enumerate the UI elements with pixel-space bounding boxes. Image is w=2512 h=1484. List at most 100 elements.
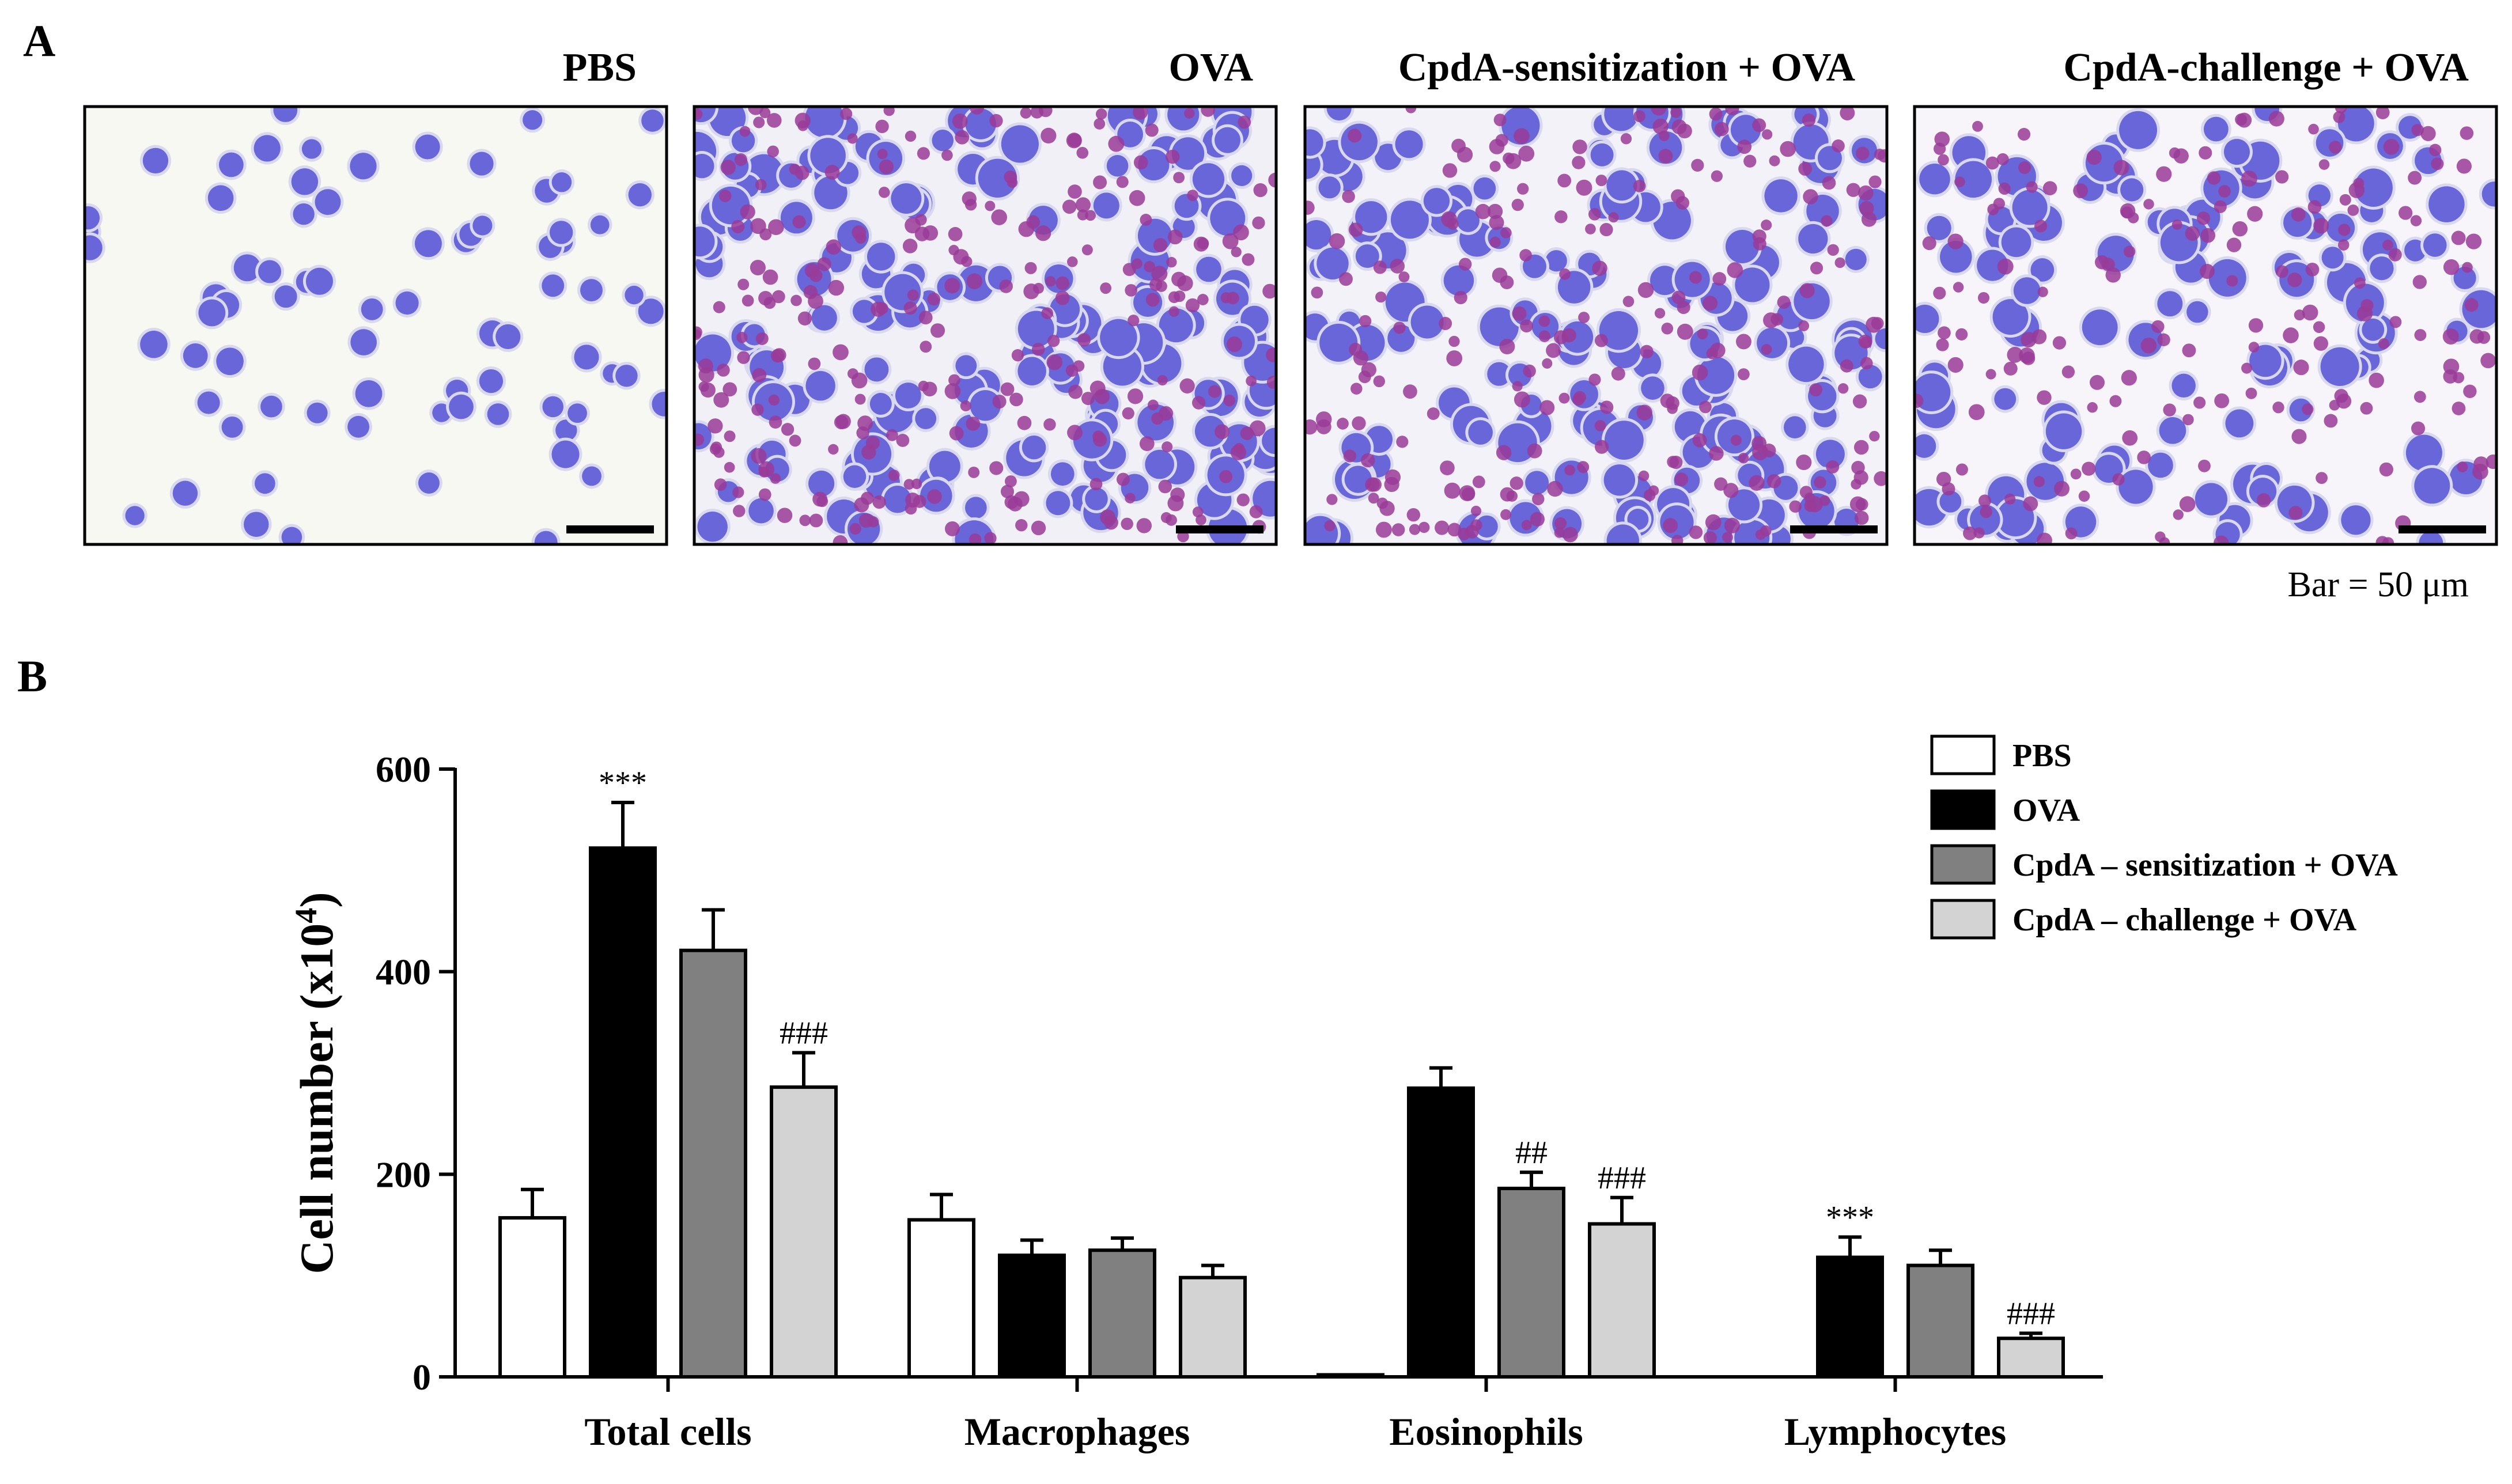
cell-eosinophil: [1136, 518, 1152, 533]
cell-nucleus: [638, 298, 664, 324]
cell-eosinophil: [1703, 296, 1718, 311]
cell-nucleus: [1215, 127, 1240, 153]
cell-eosinophil: [1144, 261, 1155, 272]
cell-eosinophil: [2042, 181, 2057, 195]
cell-eosinophil: [1558, 392, 1570, 404]
cell-eosinophil: [1546, 343, 1561, 358]
cell-eosinophil: [1139, 436, 1155, 452]
cell-eosinophil: [1809, 383, 1823, 397]
cell-nucleus: [1117, 121, 1143, 147]
cell-eosinophil: [1020, 107, 1032, 119]
cell-eosinophil: [1493, 113, 1507, 127]
cell-nucleus: [1319, 323, 1358, 362]
cell-nucleus: [555, 419, 577, 441]
cell-nucleus: [811, 305, 837, 331]
cell-eosinophil: [718, 190, 732, 202]
cell-eosinophil: [1855, 146, 1870, 160]
cell-eosinophil: [1557, 173, 1572, 188]
cell-eosinophil: [2443, 259, 2460, 275]
cell-eosinophil: [2248, 342, 2260, 353]
bar: [1407, 1086, 1475, 1379]
cell-eosinophil: [1692, 364, 1708, 381]
cell-eosinophil: [1196, 514, 1206, 525]
cell-eosinophil: [1980, 505, 1992, 518]
cell-nucleus: [895, 383, 921, 408]
cell-nucleus: [418, 472, 440, 494]
cell-nucleus: [1915, 373, 1951, 411]
cell-eosinophil: [1316, 411, 1332, 427]
cell-eosinophil: [2451, 230, 2466, 245]
micrograph-cpda-challenge-frame: [1913, 105, 2498, 546]
cell-eosinophil: [1753, 237, 1766, 251]
cell-eosinophil: [1648, 485, 1659, 496]
cell-nucleus: [869, 393, 892, 415]
cell-eosinophil: [1435, 520, 1450, 535]
micrograph-title-cpda-sensitization: CpdA-sensitization + OVA: [1398, 46, 1856, 90]
bar: [679, 948, 747, 1379]
cell-eosinophil: [1442, 163, 1458, 178]
cell-eosinophil: [1391, 523, 1405, 536]
cell-eosinophil: [1368, 493, 1379, 504]
cell-eosinophil: [1722, 532, 1733, 543]
cell-nucleus: [315, 189, 341, 215]
cell-eosinophil: [2196, 211, 2211, 225]
cell-eosinophil: [1015, 519, 1028, 532]
cell-eosinophil: [713, 392, 729, 408]
micrograph-pbs-frame: [83, 105, 668, 546]
cell-eosinophil: [2288, 506, 2303, 520]
cell-eosinophil: [2431, 157, 2444, 171]
cell-eosinophil: [1518, 145, 1535, 162]
cell-eosinophil: [1699, 400, 1712, 414]
cell-nucleus: [652, 392, 667, 417]
cell-nucleus: [198, 299, 226, 327]
cell-nucleus: [1996, 499, 2034, 537]
cell-eosinophil: [1065, 364, 1079, 377]
cell-nucleus: [1604, 421, 1644, 460]
cell-eosinophil: [1249, 420, 1266, 437]
cell-nucleus: [479, 369, 504, 393]
cell-nucleus: [1545, 250, 1567, 272]
cell-eosinophil: [2004, 493, 2016, 505]
cell-eosinophil: [1934, 131, 1950, 147]
cell-nucleus: [2148, 452, 2173, 478]
cell-eosinophil: [1562, 328, 1576, 343]
cell-eosinophil: [1215, 424, 1229, 440]
cell-eosinophil: [2247, 206, 2263, 222]
cell-eosinophil: [1922, 236, 1936, 251]
legend-swatch: [1930, 899, 1996, 940]
cell-nucleus: [207, 185, 234, 211]
cell-eosinophil: [2003, 361, 2018, 376]
cell-eosinophil: [875, 119, 889, 134]
cell-eosinophil: [861, 445, 876, 460]
cell-nucleus: [2001, 227, 2031, 258]
cell-eosinophil: [2245, 387, 2257, 399]
cell-eosinophil: [1973, 527, 1985, 539]
cell-eosinophil: [1311, 286, 1323, 299]
cell-nucleus: [864, 357, 889, 382]
cell-eosinophil: [1714, 122, 1729, 137]
y-axis-title: Cell number (x104): [289, 892, 343, 1274]
cell-eosinophil: [2207, 171, 2221, 185]
cell-eosinophil: [1089, 380, 1106, 396]
cell-eosinophil: [1266, 376, 1276, 389]
cell-eosinophil: [989, 113, 1003, 128]
cell-eosinophil: [1132, 258, 1142, 269]
cell-nucleus: [1171, 137, 1205, 170]
cell-nucleus: [1650, 266, 1679, 296]
cell-eosinophil: [1777, 296, 1791, 309]
cell-nucleus: [808, 470, 835, 497]
cell-eosinophil: [1802, 113, 1816, 127]
cell-eosinophil: [1858, 334, 1872, 349]
cell-eosinophil: [1116, 176, 1129, 188]
cell-eosinophil: [2369, 372, 2384, 388]
cell-eosinophil: [1305, 200, 1315, 215]
cell-eosinophil: [720, 160, 736, 175]
cell-eosinophil: [2328, 141, 2342, 154]
cell-eosinophil: [2408, 171, 2422, 185]
cell-nucleus: [580, 279, 603, 302]
cell-nucleus: [641, 109, 664, 132]
cell-eosinophil: [2156, 166, 2172, 182]
cell-nucleus: [2341, 505, 2371, 535]
cell-eosinophil: [2182, 414, 2194, 426]
panel-a-letter: A: [23, 16, 55, 66]
